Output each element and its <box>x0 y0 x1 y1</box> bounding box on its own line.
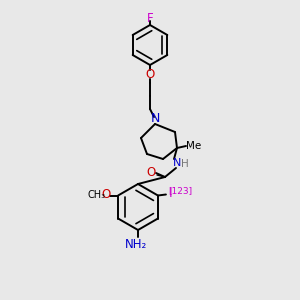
Text: N: N <box>150 112 160 125</box>
Text: O: O <box>146 68 154 80</box>
Text: CH₃: CH₃ <box>87 190 105 200</box>
Text: NH₂: NH₂ <box>125 238 147 250</box>
Text: I: I <box>169 187 173 200</box>
Text: Me: Me <box>186 141 202 151</box>
Text: [123]: [123] <box>168 186 192 195</box>
Text: N: N <box>173 158 181 168</box>
Text: H: H <box>181 159 189 169</box>
Text: F: F <box>147 11 153 25</box>
Text: O: O <box>101 188 111 201</box>
Text: O: O <box>146 166 156 178</box>
